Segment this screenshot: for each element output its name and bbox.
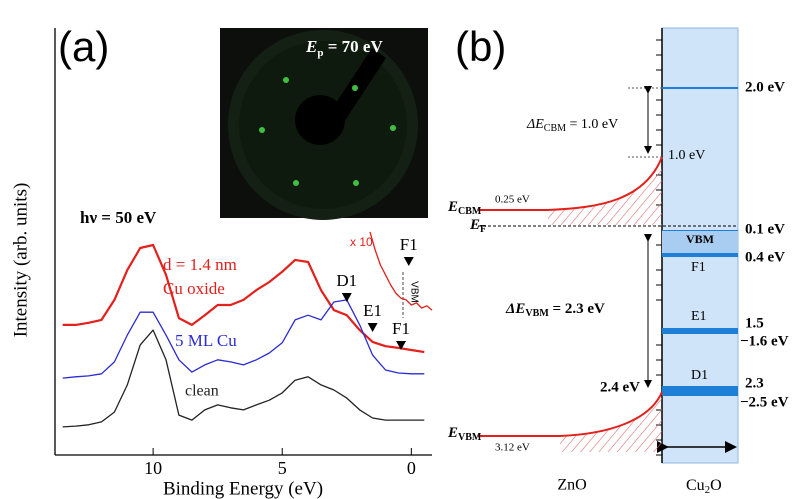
series-label: x 10 xyxy=(350,235,373,249)
annotation: D1 xyxy=(336,271,357,290)
series-label: clean xyxy=(185,383,219,400)
marker-triangle xyxy=(404,257,414,266)
hatch xyxy=(548,157,662,225)
level-label: 0.25 eV xyxy=(495,194,530,206)
data-line xyxy=(63,245,425,352)
material-label: ZnO xyxy=(557,477,586,494)
panel-label: (b) xyxy=(455,23,506,70)
level-label: 0.4 eV xyxy=(745,249,785,265)
annotation: F1 xyxy=(400,235,418,254)
x-tick-label: 0 xyxy=(407,458,416,478)
annotation: F1 xyxy=(392,319,410,338)
level-label: 1.5 xyxy=(745,315,764,331)
level-label: 1.0 eV xyxy=(668,148,705,163)
photon-energy: hν = 50 eV xyxy=(80,208,157,227)
x-axis-label: Binding Energy (eV) xyxy=(163,478,323,499)
level-label: 2.4 eV xyxy=(600,379,640,395)
level-label: −2.5 eV xyxy=(740,394,789,410)
figure: (a) Intensity (arb. units) Binding Energ… xyxy=(0,0,795,499)
x-tick-label: 10 xyxy=(144,458,162,478)
panel-label: (a) xyxy=(58,23,109,70)
band-label: VBM xyxy=(686,232,714,246)
band-diagram: (b) 2.0 eV 1.0 eV 0.25 eV 0.1 eV 0.4 eV … xyxy=(447,23,789,495)
band-label: F1 xyxy=(691,260,706,275)
cbm-label: ECBM xyxy=(447,199,482,217)
fermi-label: EF xyxy=(469,217,486,235)
band-label: D1 xyxy=(691,368,708,383)
vbm-label: VBM xyxy=(408,281,419,303)
level-label: 3.12 eV xyxy=(495,442,530,454)
f1-band xyxy=(662,253,738,257)
offset-label: ΔEVBM = 2.3 eV xyxy=(505,301,605,319)
e1-band xyxy=(662,328,738,334)
level-label: 2.0 eV xyxy=(745,79,785,95)
x-tick-label: 5 xyxy=(278,458,287,478)
y-axis-label: Intensity (arb. units) xyxy=(10,183,31,338)
d1-band xyxy=(662,386,738,396)
guide xyxy=(628,88,662,157)
marker-triangle xyxy=(368,323,378,332)
annotation: E1 xyxy=(363,301,382,320)
inset-energy: Ep = 70 eV xyxy=(305,37,383,59)
data-line xyxy=(63,330,425,427)
leed-inset: Ep = 70 eV xyxy=(220,28,428,220)
level-label: 2.3 xyxy=(745,375,764,391)
level-label: 0.1 eV xyxy=(745,221,785,237)
series-label: 5 ML Cu xyxy=(175,331,237,350)
hatch xyxy=(560,392,662,452)
band-label: E1 xyxy=(691,309,707,324)
material-label: Cu2O xyxy=(686,477,722,496)
vbm-label: EVBM xyxy=(447,425,482,443)
series-label: Cu oxide xyxy=(163,279,225,298)
level-label: −1.6 eV xyxy=(740,333,789,349)
offset-label: ΔECBM = 1.0 eV xyxy=(526,117,618,134)
oxide-thickness: d = 1.4 nm xyxy=(163,255,237,274)
